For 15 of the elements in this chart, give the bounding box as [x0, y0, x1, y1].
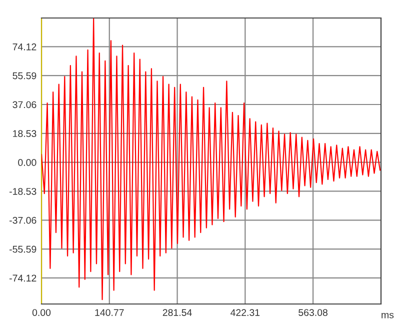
x-tick-label: 281.54 — [162, 309, 192, 316]
x-tick-label: 422.31 — [230, 309, 260, 316]
y-tick-label: 37.06 — [12, 101, 36, 108]
y-tick-label: 55.59 — [12, 72, 36, 80]
y-tick-label: 74.12 — [12, 43, 36, 50]
x-axis-title: ms — [382, 312, 394, 318]
y-tick-label: 0.00 — [18, 159, 36, 166]
x-tick-label: 140.77 — [95, 309, 124, 316]
y-tick-label: 18.53 — [13, 130, 36, 138]
x-tick-label: 0.00 — [32, 309, 51, 316]
x-tick-label: 563.08 — [298, 309, 328, 316]
y-tick-label: -18.53 — [10, 188, 36, 195]
y-tick-label: -74.12 — [10, 274, 36, 282]
y-tick-label: -55.59 — [10, 246, 36, 253]
y-tick-label: -37.06 — [10, 216, 36, 224]
